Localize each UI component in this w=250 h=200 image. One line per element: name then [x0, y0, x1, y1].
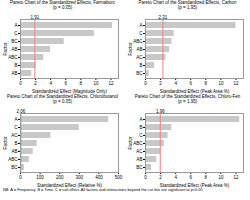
svg-text:AB: AB — [136, 157, 142, 162]
svg-text:C: C — [139, 31, 143, 36]
svg-text:A: A — [14, 23, 17, 28]
svg-text:B: B — [139, 125, 142, 130]
svg-text:AB: AB — [11, 149, 17, 154]
svg-text:0: 0 — [144, 81, 147, 86]
svg-text:Standardized Effect (Magnitude: Standardized Effect (Magnitude Only) — [32, 88, 107, 93]
html-text:Pareto Chart of the Standardiz: Pareto Chart of the Standardized Effects… — [10, 0, 115, 5]
svg-text:A: A — [139, 23, 142, 28]
svg-text:10: 10 — [218, 175, 224, 180]
svg-text:8: 8 — [80, 81, 83, 86]
svg-text:BC: BC — [11, 165, 18, 170]
svg-text:0: 0 — [144, 175, 147, 180]
svg-text:ABC: ABC — [133, 39, 143, 44]
svg-text:Factor: Factor — [3, 136, 8, 149]
svg-text:Standardized Effect (Peak Area: Standardized Effect (Peak Area %) — [160, 88, 230, 93]
svg-text:BC: BC — [11, 39, 18, 44]
svg-text:500: 500 — [115, 175, 123, 180]
html-text:(p = 1.95): (p = 1.95) — [177, 99, 198, 105]
svg-text:0: 0 — [19, 81, 22, 86]
svg-text:2: 2 — [159, 81, 162, 86]
svg-text:AC: AC — [136, 149, 143, 154]
svg-text:BC: BC — [136, 165, 143, 170]
html-text:Pareto Chart of the Standardiz: Pareto Chart of the Standardized Effects… — [134, 94, 241, 99]
svg-text:300: 300 — [76, 175, 84, 180]
html-text:(p = 0.05): (p = 0.05) — [52, 99, 73, 105]
svg-text:Factor: Factor — [3, 42, 8, 55]
svg-text:1.96: 1.96 — [156, 108, 165, 113]
svg-text:AB: AB — [136, 47, 142, 52]
svg-text:4: 4 — [49, 81, 52, 86]
svg-text:400: 400 — [95, 175, 103, 180]
svg-text:BC: BC — [136, 71, 143, 76]
svg-text:2: 2 — [159, 175, 162, 180]
svg-text:10: 10 — [93, 81, 99, 86]
svg-text:ABC: ABC — [8, 55, 18, 60]
svg-text:8: 8 — [205, 175, 208, 180]
svg-text:12: 12 — [233, 81, 239, 86]
svg-text:6: 6 — [189, 175, 192, 180]
svg-text:AC: AC — [136, 55, 143, 60]
svg-text:C: C — [139, 133, 143, 138]
svg-text:Standardized Effect (Peak Area: Standardized Effect (Peak Area %) — [160, 182, 230, 187]
html-text:(p = 0.05): (p = 0.05) — [52, 5, 73, 11]
svg-text:2: 2 — [34, 81, 37, 86]
svg-text:200: 200 — [56, 175, 64, 180]
svg-text:8: 8 — [205, 81, 208, 86]
html-text:NB: A = Frequency, B = Time, C: NB: A = Frequency, B = Time, C = salt ef… — [3, 187, 203, 192]
svg-text:12: 12 — [233, 175, 239, 180]
svg-text:12: 12 — [108, 81, 114, 86]
html-text:Pareto Chart of the Standardiz: Pareto Chart of the Standardized Effects… — [6, 94, 119, 99]
svg-text:4: 4 — [174, 175, 177, 180]
svg-text:10: 10 — [218, 81, 224, 86]
svg-text:1.91: 1.91 — [31, 14, 40, 19]
svg-text:C: C — [14, 125, 18, 130]
svg-text:Factor: Factor — [128, 136, 133, 149]
svg-text:A: A — [14, 117, 17, 122]
svg-text:B: B — [14, 141, 17, 146]
svg-text:4: 4 — [174, 81, 177, 86]
svg-text:AB: AB — [11, 47, 17, 52]
svg-text:6: 6 — [189, 81, 192, 86]
svg-text:2.31: 2.31 — [159, 14, 168, 19]
svg-text:100: 100 — [36, 175, 44, 180]
svg-text:C: C — [14, 31, 18, 36]
svg-text:B: B — [14, 63, 17, 68]
svg-text:A: A — [139, 117, 142, 122]
svg-text:B: B — [139, 63, 142, 68]
svg-text:ABC: ABC — [8, 157, 18, 162]
svg-text:2.06: 2.06 — [17, 108, 26, 113]
svg-text:6: 6 — [64, 81, 67, 86]
svg-text:Standardized Effect (Relative: Standardized Effect (Relative %) — [37, 182, 102, 187]
svg-text:ABC: ABC — [133, 141, 143, 146]
svg-text:Factor: Factor — [128, 42, 133, 55]
html-text:Pareto Chart of the Standardiz: Pareto Chart of the Standardized Effects… — [138, 0, 237, 5]
svg-text:AC: AC — [11, 133, 18, 138]
svg-text:AB: AB — [11, 71, 17, 76]
html-text:(p = 1.95): (p = 1.95) — [177, 5, 198, 11]
svg-text:0: 0 — [19, 175, 22, 180]
